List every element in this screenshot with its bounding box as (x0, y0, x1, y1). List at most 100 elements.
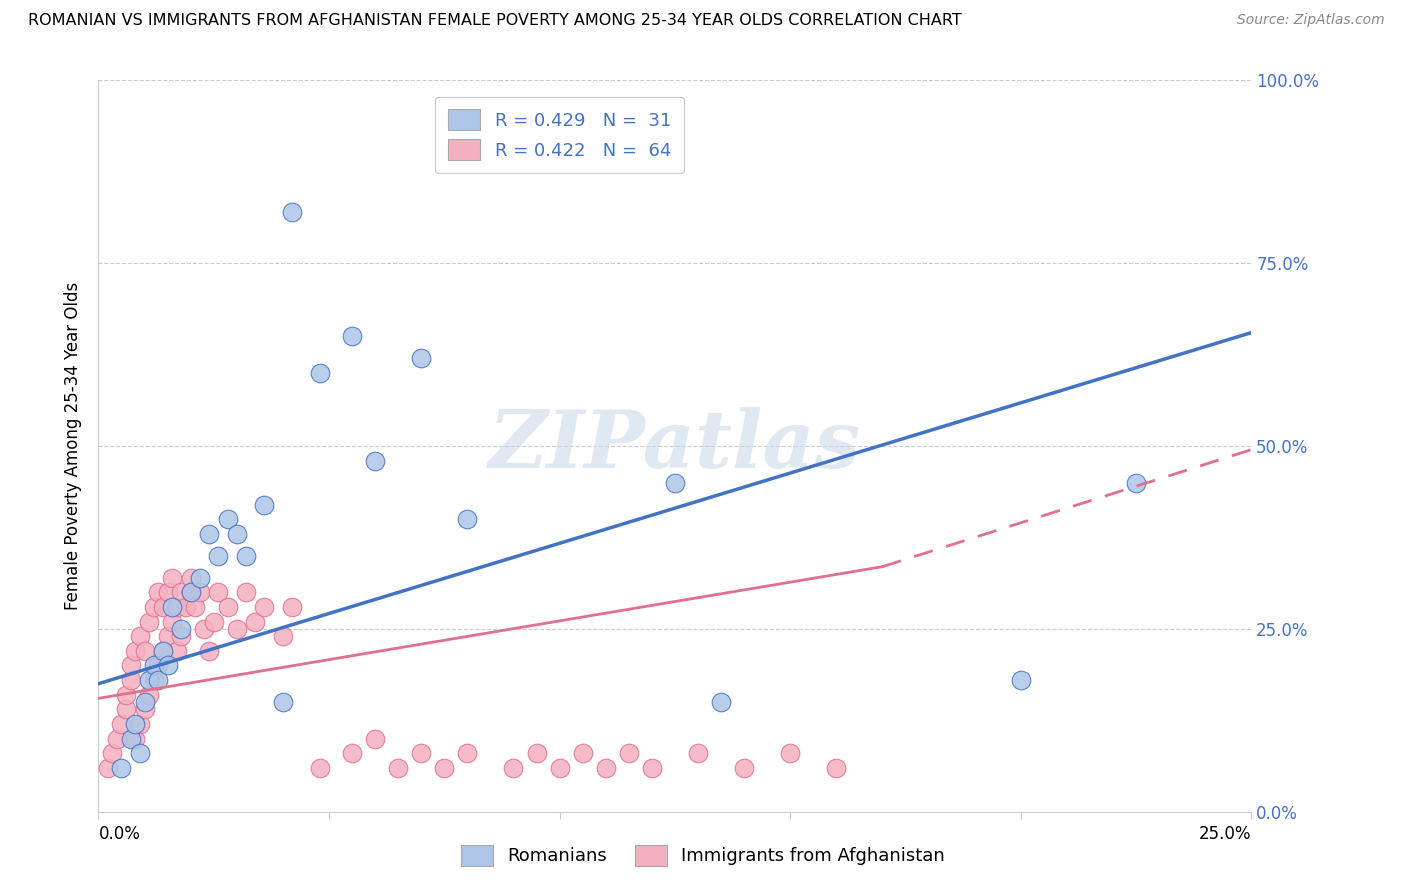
Point (120, 673, 142, 687)
Point (733, 761, 755, 775)
Point (134, 702, 156, 716)
Text: 25.0%: 25.0% (1199, 825, 1251, 843)
Point (110, 761, 132, 775)
Point (124, 644, 146, 658)
Point (152, 644, 174, 658)
Point (170, 622, 193, 636)
Point (225, 526, 247, 541)
Point (225, 622, 247, 636)
Point (124, 731, 146, 746)
Point (142, 658, 165, 673)
Point (148, 673, 170, 687)
Point (245, 615, 267, 629)
Point (166, 644, 188, 658)
Point (217, 512, 239, 526)
Point (548, 761, 571, 775)
Point (641, 761, 664, 775)
Point (184, 599, 207, 614)
Point (686, 746, 709, 760)
Point (456, 746, 478, 760)
Point (571, 746, 593, 760)
Point (138, 673, 160, 687)
Point (235, 585, 257, 599)
Point (193, 622, 215, 636)
Point (433, 761, 456, 775)
Point (235, 549, 257, 563)
Point (105, 731, 128, 746)
Point (156, 585, 179, 599)
Point (134, 695, 156, 709)
Point (180, 585, 202, 599)
Point (387, 761, 409, 775)
Legend: R = 0.429   N =  31, R = 0.422   N =  64: R = 0.429 N = 31, R = 0.422 N = 64 (436, 96, 683, 173)
Point (198, 644, 221, 658)
Point (166, 599, 188, 614)
Point (180, 585, 202, 599)
Point (502, 761, 524, 775)
Point (1010, 673, 1032, 687)
Point (411, 351, 433, 366)
Point (142, 673, 165, 687)
Point (271, 629, 294, 643)
Point (152, 599, 174, 614)
Point (174, 599, 197, 614)
Point (526, 746, 548, 760)
Legend: Romanians, Immigrants from Afghanistan: Romanians, Immigrants from Afghanistan (449, 832, 957, 879)
Point (170, 629, 193, 643)
Point (595, 761, 617, 775)
Point (156, 629, 179, 643)
Point (779, 746, 801, 760)
Point (101, 746, 124, 760)
Point (138, 688, 160, 702)
Point (188, 571, 211, 585)
Point (124, 717, 146, 731)
Point (202, 615, 225, 629)
Text: 0.0%: 0.0% (98, 825, 141, 843)
Point (148, 658, 170, 673)
Point (115, 702, 138, 716)
Point (207, 549, 229, 563)
Point (188, 585, 211, 599)
Point (160, 599, 183, 614)
Text: Source: ZipAtlas.com: Source: ZipAtlas.com (1237, 13, 1385, 28)
Point (156, 658, 179, 673)
Point (207, 585, 229, 599)
Point (134, 644, 156, 658)
Point (180, 571, 202, 585)
Point (456, 512, 478, 526)
Point (253, 599, 276, 614)
Point (308, 761, 330, 775)
Point (281, 599, 304, 614)
Point (138, 615, 160, 629)
Text: ROMANIAN VS IMMIGRANTS FROM AFGHANISTAN FEMALE POVERTY AMONG 25-34 YEAR OLDS COR: ROMANIAN VS IMMIGRANTS FROM AFGHANISTAN … (28, 13, 962, 29)
Point (97, 761, 120, 775)
Point (340, 329, 363, 343)
Point (411, 746, 433, 760)
Point (308, 366, 330, 380)
Point (170, 585, 193, 599)
Point (364, 731, 387, 746)
Point (198, 526, 221, 541)
Point (1125, 475, 1147, 490)
Point (253, 498, 276, 512)
Point (340, 746, 363, 760)
Point (120, 658, 142, 673)
Point (664, 475, 686, 490)
Point (129, 717, 152, 731)
Point (271, 695, 294, 709)
Point (364, 453, 387, 467)
Point (110, 717, 132, 731)
Point (115, 688, 138, 702)
Point (148, 585, 170, 599)
Point (710, 695, 733, 709)
Point (281, 205, 304, 219)
Point (129, 629, 152, 643)
Point (825, 761, 848, 775)
Text: ZIPatlas: ZIPatlas (489, 408, 860, 484)
Point (142, 599, 165, 614)
Point (120, 731, 142, 746)
Y-axis label: Female Poverty Among 25-34 Year Olds: Female Poverty Among 25-34 Year Olds (65, 282, 83, 610)
Point (160, 615, 183, 629)
Point (217, 599, 239, 614)
Point (129, 746, 152, 760)
